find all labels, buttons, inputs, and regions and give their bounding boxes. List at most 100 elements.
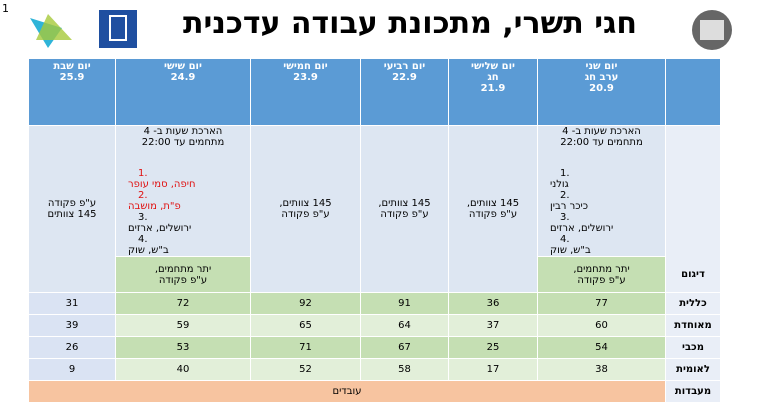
cell-text: 145 צוותים, <box>466 198 520 209</box>
value: 9 <box>68 364 76 375</box>
list-text: ירושלים, ארזים <box>128 223 192 234</box>
header-text: חג <box>487 72 499 83</box>
cell-text: ע"פ פקודה <box>158 274 208 286</box>
row-label: דיגום <box>665 125 721 293</box>
value-cell: 58 <box>360 358 449 381</box>
list-number: 2. <box>560 190 570 201</box>
sampling-cell: 145 צוותים, ע"פ פקודה <box>250 125 361 293</box>
cell-text: הארכת שעות ב- 4 <box>143 126 223 137</box>
sampling-cell: ע"פ פקודה 145 צוותים <box>28 125 116 293</box>
list-number: 3. <box>560 212 570 223</box>
value-cell: 38 <box>537 358 666 381</box>
value-cell: 67 <box>360 336 449 359</box>
value-cell: 54 <box>537 336 666 359</box>
value: 53 <box>176 342 190 353</box>
value-cell: 60 <box>537 314 666 337</box>
value-cell: 39 <box>28 314 116 337</box>
header-text: ערב חג <box>584 72 619 83</box>
green-cell: יתר מתחמים, ע"פ פקודה <box>115 256 251 293</box>
cell-text: ע"פ פקודה <box>380 209 429 220</box>
cell-text: ע"פ פקודה <box>47 198 97 209</box>
value: 92 <box>299 298 312 309</box>
logo-inner <box>700 20 724 40</box>
data-row: כללית 77 36 91 92 72 31 <box>28 292 721 315</box>
row-label-text: מאוחדת <box>674 320 712 331</box>
header-cell: יום שבת 25.9 <box>28 58 116 126</box>
value: 26 <box>65 342 79 353</box>
data-row: מכבי 54 25 67 71 53 26 <box>28 336 721 359</box>
cell-text: מתחמים עד 22:00 <box>141 137 225 148</box>
value: 38 <box>595 364 608 375</box>
value: 40 <box>176 364 190 375</box>
cell-text: ע"פ פקודה <box>577 274 626 286</box>
value: 64 <box>398 320 411 331</box>
list-item: 1. גולני <box>538 168 665 190</box>
value: 91 <box>398 298 411 309</box>
header-cell: יום חמישי 23.9 <box>250 58 361 126</box>
list-item: 4. ב"ש, שוק <box>116 234 250 256</box>
list-item: 2. פ"ת, מושבה <box>116 190 250 212</box>
value-cell: 53 <box>115 336 251 359</box>
sampling-cell: 145 צוותים, ע"פ פקודה <box>360 125 449 293</box>
row-label: מאוחדת <box>665 314 721 337</box>
value: 52 <box>299 364 312 375</box>
header-text: 20.9 <box>589 83 614 94</box>
header-text: יום שבת <box>53 61 91 72</box>
value-cell: 91 <box>360 292 449 315</box>
list-number: 4. <box>138 234 148 245</box>
list-text: ירושלים, ארזים <box>550 223 614 234</box>
value: 54 <box>595 342 608 353</box>
list-text: פ"ת, מושבה <box>128 201 181 212</box>
cell-text: ע"פ פקודה <box>468 209 518 220</box>
value-cell: 40 <box>115 358 251 381</box>
row-label-text: כללית <box>679 298 707 309</box>
cell-text: הארכת שעות ב- 4 <box>562 126 641 137</box>
row-label: כללית <box>665 292 721 315</box>
value-cell: 52 <box>250 358 361 381</box>
value: 31 <box>65 298 79 309</box>
emblem-menorah <box>109 15 127 41</box>
row-label: מעבדות <box>665 380 721 403</box>
sampling-row-green: יתר מתחמים, ע"פ פקודה יתר מתחמים, ע"פ פקודה <box>29 256 721 293</box>
value-cell: 65 <box>250 314 361 337</box>
schedule-table: יום שני ערב חג 20.9 יום שלישי חג 21.9 יום רביע… <box>28 58 721 403</box>
list-number: 4. <box>560 234 570 245</box>
list-number: 1. <box>560 168 570 179</box>
row-label-text: לאומית <box>676 364 710 375</box>
cell-text: 145 צוותים, <box>279 198 332 209</box>
row-label-text: מכבי <box>682 342 704 353</box>
labs-cell: עובדים <box>28 380 666 403</box>
list-text: ב"ש, שוק <box>128 245 169 256</box>
header-text: 22.9 <box>392 72 417 83</box>
slide-number: 1 <box>2 2 9 15</box>
value: 58 <box>398 364 411 375</box>
header-row: יום שני ערב חג 20.9 יום שלישי חג 21.9 יום רביע… <box>28 58 721 126</box>
header-text: 21.9 <box>480 83 506 94</box>
value-cell: 17 <box>448 358 538 381</box>
value-cell: 71 <box>250 336 361 359</box>
cell-text: 145 צוותים, <box>378 198 431 209</box>
row-label-text: מעבדות <box>674 386 712 397</box>
value: 72 <box>176 298 190 309</box>
header-text: יום שישי <box>164 61 202 72</box>
header-cell: יום שישי 24.9 <box>115 58 251 126</box>
value: 65 <box>299 320 312 331</box>
spacer <box>538 148 665 168</box>
list-text: חיפה, סמי עופר <box>128 179 196 190</box>
spacer <box>116 148 250 168</box>
labs-row: מעבדות עובדים <box>28 380 721 403</box>
labs-text: עובדים <box>332 386 362 397</box>
value-cell: 26 <box>28 336 116 359</box>
row-label: לאומית <box>665 358 721 381</box>
value: 36 <box>486 298 500 309</box>
list-item: 3. ירושלים, ארזים <box>116 212 250 234</box>
header-text: 25.9 <box>59 72 85 83</box>
value: 67 <box>398 342 411 353</box>
value: 77 <box>595 298 608 309</box>
value: 37 <box>486 320 500 331</box>
list-number: 1. <box>138 168 148 179</box>
list-number: 3. <box>138 212 148 223</box>
header-cell: יום שני ערב חג 20.9 <box>537 58 666 126</box>
data-row: לאומית 38 17 58 52 40 9 <box>28 358 721 381</box>
